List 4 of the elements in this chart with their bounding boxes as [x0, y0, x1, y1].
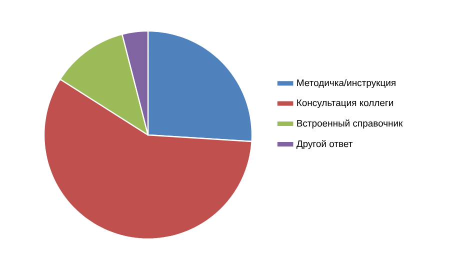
- legend-label: Встроенный справочник: [297, 120, 403, 129]
- legend-label: Другой ответ: [296, 140, 353, 150]
- legend-label: Методичка/инструкция: [297, 79, 396, 88]
- legend-label: Консультация коллеги: [297, 100, 394, 108]
